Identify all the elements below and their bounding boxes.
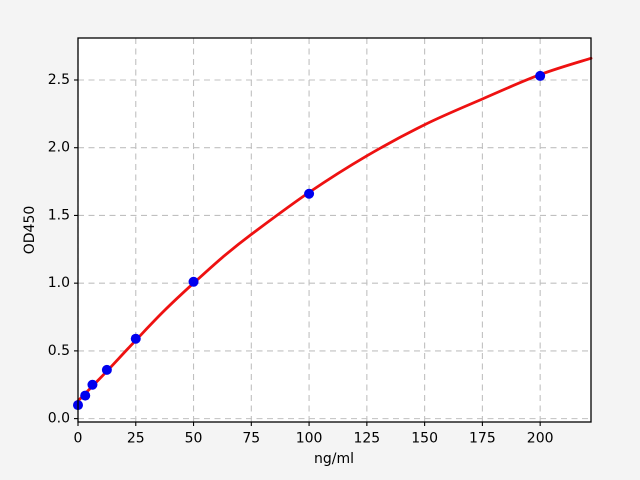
y-tick-label: 1.0 bbox=[48, 275, 70, 291]
axes-spines bbox=[77, 37, 592, 423]
data-point bbox=[188, 276, 199, 287]
y-tick-label: 1.5 bbox=[48, 207, 70, 223]
plot-area bbox=[78, 38, 591, 422]
y-tick-label: 0.0 bbox=[48, 411, 70, 427]
x-tick-label: 200 bbox=[527, 431, 554, 447]
x-tick-label: 75 bbox=[242, 431, 260, 447]
x-tick-label: 25 bbox=[127, 431, 145, 447]
x-axis-label: ng/ml bbox=[314, 451, 354, 467]
x-tick-label: 50 bbox=[185, 431, 203, 447]
y-tick-label: 2.5 bbox=[48, 72, 70, 88]
y-tick-label: 0.5 bbox=[48, 343, 70, 359]
data-point bbox=[87, 379, 98, 390]
y-axis-label: OD450 bbox=[22, 206, 38, 255]
x-tick-label: 175 bbox=[469, 431, 496, 447]
data-point bbox=[535, 70, 546, 81]
gridlines bbox=[77, 38, 591, 422]
data-point bbox=[304, 188, 315, 199]
data-point bbox=[130, 333, 141, 344]
axis-ticks: 0 25 50 75 100 125 150 175 200 0.0 0.5 1.0 1.5 2.0 2.5 bbox=[48, 72, 554, 447]
chart-series bbox=[73, 56, 593, 411]
plot-border bbox=[77, 37, 592, 423]
data-point bbox=[80, 390, 91, 401]
x-tick-label: 100 bbox=[296, 431, 323, 447]
x-tick-label: 0 bbox=[74, 431, 83, 447]
y-tick-label: 2.0 bbox=[48, 140, 70, 156]
x-tick-label: 150 bbox=[411, 431, 438, 447]
plot-background bbox=[78, 38, 591, 422]
x-tick-label: 125 bbox=[353, 431, 380, 447]
data-point bbox=[101, 364, 112, 375]
